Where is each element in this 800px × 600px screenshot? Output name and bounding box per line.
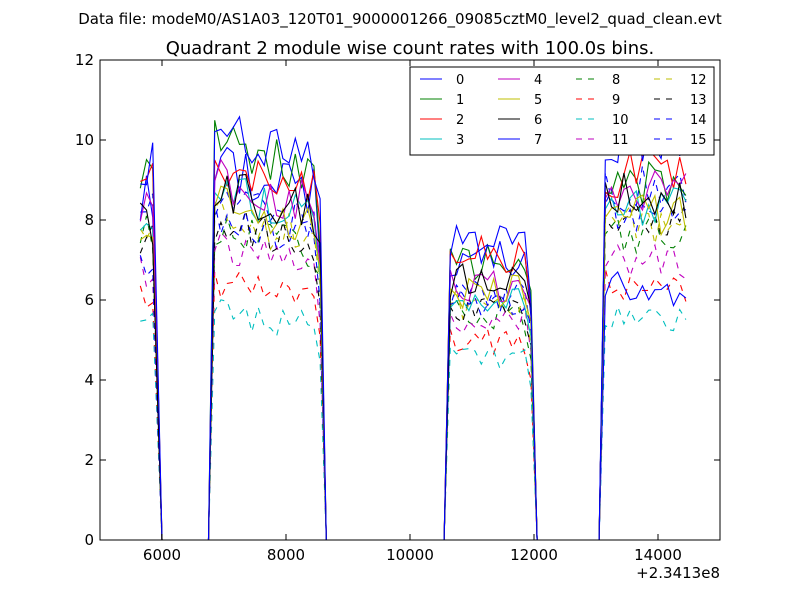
y-tick-label: 12 [75, 51, 94, 69]
legend-box [409, 66, 715, 156]
figure-suptitle: Data file: modeM0/AS1A03_120T01_90000012… [78, 10, 722, 29]
legend-label-3: 3 [456, 133, 464, 148]
series-line-14 [140, 187, 687, 540]
series-line-12 [139, 198, 687, 540]
chart-title: Quadrant 2 module wise count rates with … [166, 38, 655, 59]
legend-label-1: 1 [456, 93, 464, 108]
legend-label-11: 11 [612, 133, 629, 148]
y-tick-label: 8 [84, 211, 94, 229]
series-line-5 [139, 185, 687, 540]
series-line-15 [139, 165, 687, 540]
x-tick-label: 8000 [267, 546, 305, 564]
legend-label-0: 0 [456, 73, 464, 88]
legend-label-10: 10 [612, 113, 629, 128]
x-offset-label: +2.3413e8 [636, 564, 720, 582]
series-line-8 [139, 215, 687, 540]
legend-label-6: 6 [534, 113, 542, 128]
series-line-0 [139, 146, 687, 540]
legend-label-9: 9 [612, 93, 620, 108]
series-line-10 [140, 299, 687, 540]
y-tick-label: 6 [84, 291, 94, 309]
y-tick-label: 4 [84, 371, 94, 389]
legend-label-7: 7 [534, 133, 542, 148]
legend-label-13: 13 [690, 93, 707, 108]
legend-label-14: 14 [690, 113, 707, 128]
y-tick-label: 0 [84, 531, 94, 549]
x-tick-label: 12000 [510, 546, 558, 564]
plot-area [139, 108, 687, 540]
x-tick-label: 6000 [143, 546, 181, 564]
legend-label-15: 15 [690, 133, 707, 148]
legend-label-2: 2 [456, 113, 464, 128]
y-tick-label: 10 [75, 131, 94, 149]
y-tick-label: 2 [84, 451, 94, 469]
series-line-6 [139, 172, 687, 540]
legend-label-12: 12 [690, 73, 707, 88]
legend-label-5: 5 [534, 93, 542, 108]
legend-label-8: 8 [612, 73, 620, 88]
legend-label-4: 4 [534, 73, 542, 88]
series-line-11 [139, 231, 687, 540]
series-line-4 [139, 158, 687, 540]
x-tick-label: 10000 [386, 546, 434, 564]
series-line-1 [139, 120, 687, 540]
x-tick-label: 14000 [634, 546, 682, 564]
series-line-3 [139, 178, 687, 540]
